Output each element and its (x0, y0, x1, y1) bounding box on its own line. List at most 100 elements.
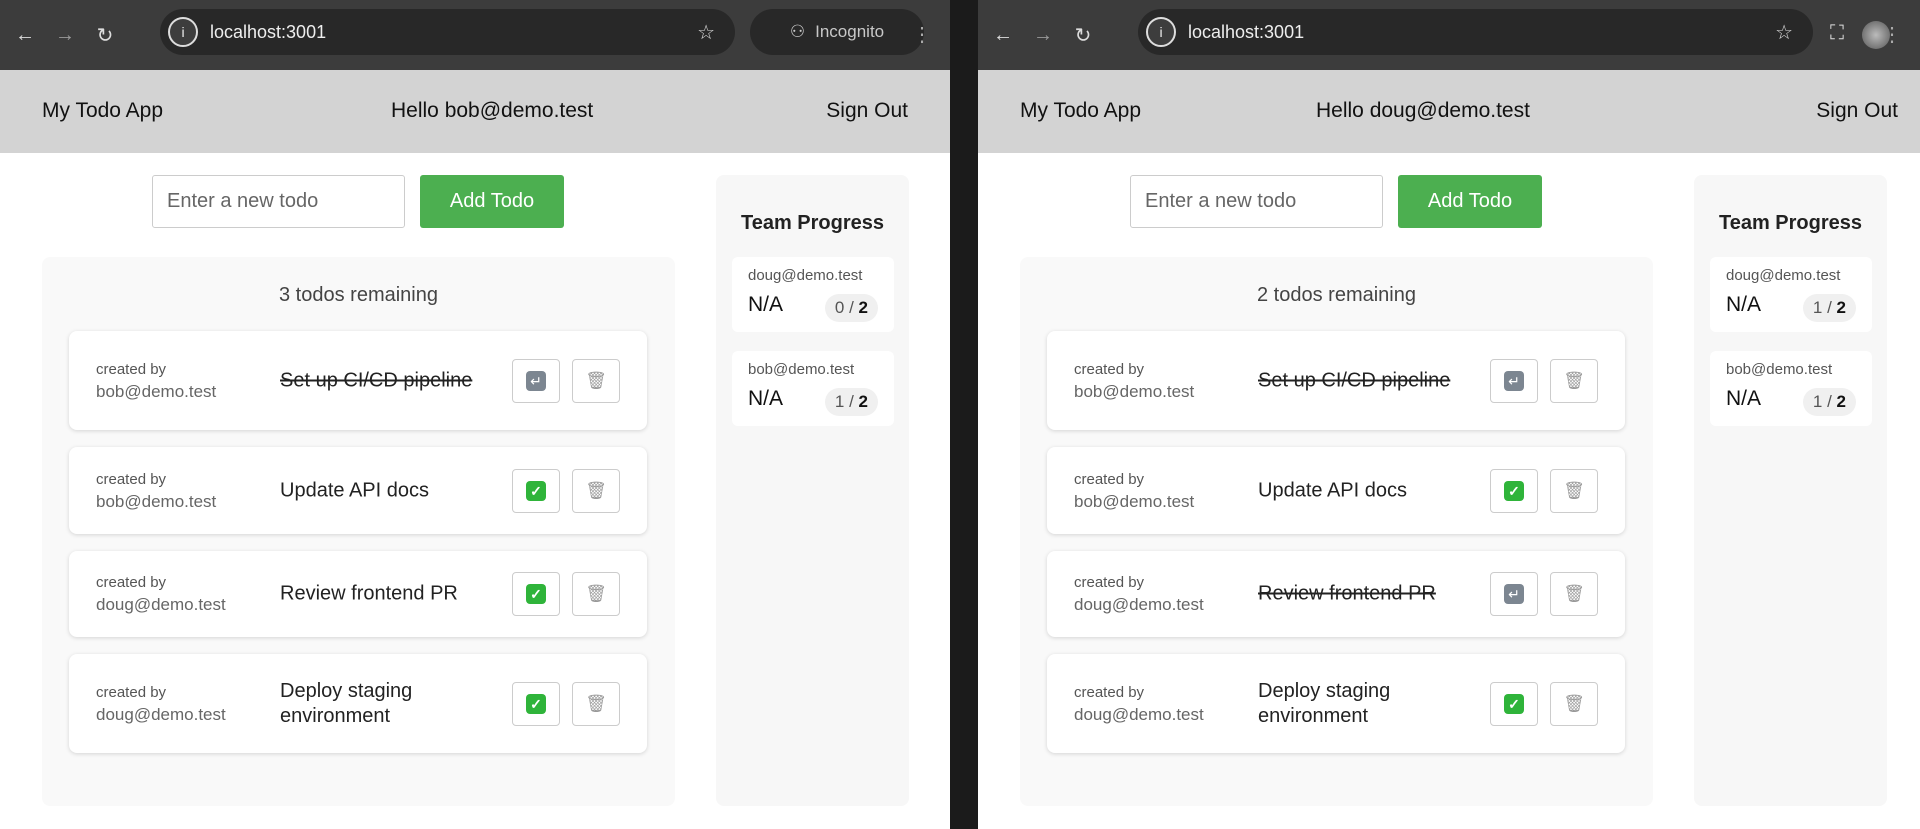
sign-out-link[interactable]: Sign Out (826, 99, 908, 122)
todo-title: Set up CI/CD pipeline (1258, 369, 1451, 391)
progress-separator: / (1822, 392, 1837, 411)
undo-button[interactable]: ↵ (1490, 358, 1538, 403)
bookmark-star-icon[interactable]: ☆ (697, 21, 715, 44)
extensions-icon[interactable]: ⛶ (1830, 22, 1844, 44)
todo-title: Review frontend PR (280, 582, 458, 605)
check-icon: ✓ (1504, 480, 1524, 501)
member-progress-badge: 1 / 2 (1802, 388, 1856, 416)
todo-item: created by doug@demo.test Review frontend … (69, 551, 647, 637)
creator-email: bob@demo.test (96, 491, 217, 511)
todo-title: Set up CI/CD pipeline (280, 369, 473, 391)
delete-button[interactable]: 🗑 (572, 358, 620, 403)
new-todo-input[interactable] (152, 175, 405, 228)
undo-button[interactable]: ↵ (512, 358, 560, 403)
member-email: doug@demo.test (748, 267, 863, 284)
undo-icon: ↵ (1504, 584, 1524, 604)
info-icon[interactable]: i (168, 17, 198, 47)
todo-item: created by doug@demo.test Review frontend … (1047, 551, 1625, 637)
forward-icon[interactable]: → (55, 23, 75, 46)
back-icon[interactable]: ← (15, 23, 35, 46)
new-todo-input[interactable] (1130, 175, 1383, 228)
sign-out-link[interactable]: Sign Out (1816, 99, 1898, 122)
created-by-label: created by (1074, 360, 1145, 378)
member-status: N/A (748, 293, 784, 316)
greeting: Hello doug@demo.test (1316, 99, 1530, 122)
add-todo-button[interactable]: Add Todo (420, 175, 564, 228)
todo-item: created by bob@demo.test Update API docs ✓ 🗑 (1047, 447, 1625, 534)
team-progress-title: Team Progress (1718, 212, 1863, 234)
todo-creator: created by doug@demo.test (96, 572, 226, 616)
app-title: My Todo App (42, 99, 164, 122)
trash-icon: 🗑 (1563, 370, 1585, 390)
add-todo-button[interactable]: Add Todo (1398, 175, 1542, 228)
todo-title: Deploy staging environment (280, 679, 413, 727)
total-count: 2 (858, 392, 868, 411)
team-progress-title: Team Progress (740, 212, 885, 234)
profile-avatar[interactable] (1862, 21, 1890, 49)
delete-button[interactable]: 🗑 (1550, 572, 1598, 616)
todo-item: created by bob@demo.test Set up CI/CD pipe… (69, 331, 647, 430)
todo-creator: created by doug@demo.test (1074, 682, 1204, 726)
browser-window-left: ← → ↻ i localhost:3001 ☆ ⚇ Incognito ⋮ My Todo Ap… (0, 0, 950, 829)
address-bar[interactable]: i localhost:3001 ☆ (160, 9, 735, 55)
forward-icon[interactable]: → (1033, 23, 1053, 46)
check-icon: ✓ (526, 480, 546, 501)
todos-remaining-count: 3 todos remaining (279, 284, 438, 306)
todo-creator: created by bob@demo.test (1074, 359, 1194, 403)
total-count: 2 (1836, 392, 1846, 411)
reload-icon[interactable]: ↻ (96, 24, 114, 47)
complete-button[interactable]: ✓ (512, 572, 560, 616)
menu-kebab-icon[interactable]: ⋮ (1882, 24, 1902, 46)
delete-button[interactable]: 🗑 (572, 572, 620, 616)
delete-button[interactable]: 🗑 (1550, 468, 1598, 513)
trash-icon: 🗑 (1563, 584, 1585, 603)
incognito-badge[interactable]: ⚇ Incognito (750, 9, 924, 55)
back-icon[interactable]: ← (993, 23, 1013, 46)
total-count: 2 (858, 298, 868, 317)
progress-separator: / (844, 298, 859, 317)
delete-button[interactable]: 🗑 (1550, 358, 1598, 403)
url-text: localhost:3001 (210, 21, 327, 42)
todo-item: created by doug@demo.test Deploy staging e… (69, 654, 647, 753)
complete-button[interactable]: ✓ (1490, 468, 1538, 513)
todo-title: Update API docs (1258, 479, 1407, 501)
complete-button[interactable]: ✓ (512, 681, 560, 726)
app-header: My Todo App Hello doug@demo.test Sign Out (978, 70, 1920, 153)
team-member-card: bob@demo.test N/A 1 / 2 (1710, 351, 1872, 426)
greeting: Hello bob@demo.test (391, 99, 594, 122)
team-member-card: doug@demo.test N/A 1 / 2 (1710, 257, 1872, 332)
member-email: bob@demo.test (1726, 361, 1833, 378)
member-status: N/A (1726, 293, 1762, 316)
todo-list-panel: 2 todos remaining created by bob@demo.test… (1020, 257, 1653, 806)
trash-icon: 🗑 (585, 370, 607, 390)
info-icon[interactable]: i (1146, 17, 1176, 47)
reload-icon[interactable]: ↻ (1074, 24, 1092, 47)
delete-button[interactable]: 🗑 (572, 468, 620, 513)
todo-creator: created by bob@demo.test (96, 359, 216, 403)
member-email: bob@demo.test (748, 361, 855, 378)
bookmark-star-icon[interactable]: ☆ (1775, 21, 1793, 44)
created-by-label: created by (96, 574, 167, 591)
trash-icon: 🗑 (1563, 693, 1585, 713)
creator-email: doug@demo.test (96, 595, 226, 614)
undo-button[interactable]: ↵ (1490, 572, 1538, 616)
delete-button[interactable]: 🗑 (1550, 681, 1598, 726)
creator-email: bob@demo.test (96, 381, 217, 401)
menu-kebab-icon[interactable]: ⋮ (912, 24, 932, 46)
complete-button[interactable]: ✓ (1490, 681, 1538, 726)
incognito-icon: ⚇ (789, 22, 806, 41)
member-progress-badge: 0 / 2 (824, 294, 878, 322)
todo-creator: created by bob@demo.test (1074, 469, 1194, 513)
created-by-label: created by (96, 683, 167, 701)
trash-icon: 🗑 (1563, 480, 1585, 500)
delete-button[interactable]: 🗑 (572, 681, 620, 726)
complete-button[interactable]: ✓ (512, 468, 560, 513)
completed-count: 1 (1812, 298, 1823, 317)
member-email: doug@demo.test (1726, 267, 1841, 284)
progress-separator: / (844, 392, 859, 411)
address-bar[interactable]: i localhost:3001 ☆ (1138, 9, 1813, 55)
todo-creator: created by bob@demo.test (96, 469, 216, 513)
incognito-label: Incognito (815, 22, 885, 41)
url-text: localhost:3001 (1188, 21, 1305, 42)
member-progress-badge: 1 / 2 (1802, 294, 1856, 322)
